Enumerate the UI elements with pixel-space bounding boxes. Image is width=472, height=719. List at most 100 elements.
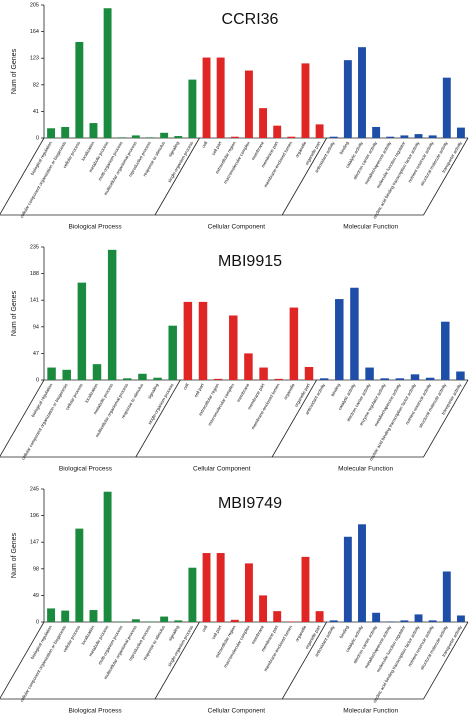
x-tick-label: cell: [201, 141, 209, 149]
y-tick-label: 164: [30, 29, 39, 35]
bar: [107, 249, 117, 380]
y-axis-label: Num of Genes: [11, 532, 18, 578]
x-tick-label: membrane: [250, 624, 265, 645]
x-tick-label: binding: [338, 140, 350, 155]
y-tick-label: 188: [30, 271, 39, 277]
bar: [47, 128, 56, 138]
bar: [442, 77, 451, 138]
bar: [117, 137, 126, 138]
bar: [47, 367, 56, 380]
y-tick-label: 98: [33, 566, 39, 572]
x-tick-label: organelle: [283, 382, 296, 400]
y-tick-label: 245: [30, 486, 39, 492]
bar: [146, 621, 154, 622]
bar: [75, 528, 84, 622]
bar: [160, 132, 169, 138]
bar: [304, 366, 314, 380]
group-label: Biological Process: [59, 466, 113, 473]
bar: [343, 60, 352, 138]
group-separator: [271, 379, 317, 458]
chart-title: MBI9915: [218, 253, 282, 270]
bar: [244, 563, 253, 622]
bar: [274, 378, 283, 380]
x-tick-label: binding: [330, 382, 342, 397]
x-tick-label: single-organism process: [167, 141, 195, 184]
bar: [117, 621, 126, 622]
bar: [47, 608, 56, 622]
y-tick-label: 196: [30, 513, 39, 519]
x-tick-label: signaling: [147, 382, 160, 400]
bar: [230, 619, 239, 622]
y-axis-label: Num of Genes: [11, 290, 18, 336]
bar: [372, 612, 381, 622]
group-separator: [0, 621, 45, 700]
bar: [174, 136, 183, 138]
y-tick-label: 205: [30, 2, 39, 8]
bar: [75, 41, 84, 139]
bar: [61, 610, 70, 622]
group-separator: [154, 137, 200, 216]
bar: [365, 367, 374, 380]
x-tick-label: membrane: [236, 382, 251, 403]
y-axis-label: Num of Genes: [11, 48, 18, 94]
bar: [456, 615, 465, 622]
bar: [380, 378, 389, 380]
y-tick-label: 147: [30, 540, 39, 546]
group-label: Cellular Component: [208, 708, 266, 715]
group-separator: [154, 621, 200, 700]
group-separator: [281, 621, 328, 700]
bar: [202, 553, 211, 622]
bar: [92, 364, 102, 380]
bar: [259, 595, 268, 622]
bar: [386, 621, 395, 622]
bar: [400, 135, 409, 138]
group-separator: [135, 379, 181, 458]
x-tick-label: localization: [80, 140, 95, 161]
bar: [216, 553, 225, 622]
x-tick-label: macromolecular complex: [223, 624, 252, 669]
y-tick-label: 41: [33, 109, 39, 115]
bar: [213, 378, 223, 380]
x-tick-label: cell: [201, 625, 209, 633]
bar: [414, 614, 423, 622]
y-tick-label: 94: [33, 324, 39, 330]
bar: [441, 321, 450, 380]
y-tick-label: 123: [30, 56, 39, 62]
bar: [89, 123, 98, 138]
bar: [123, 378, 132, 380]
bar: [183, 301, 193, 380]
x-tick-label: cell part: [211, 624, 223, 640]
bar: [138, 373, 147, 380]
bar: [329, 620, 338, 622]
bar: [301, 63, 310, 138]
bar: [103, 8, 112, 139]
group-separator: [0, 137, 45, 216]
bar: [350, 287, 359, 380]
bar: [335, 299, 344, 380]
x-tick-label: cell part: [193, 382, 205, 398]
x-tick-label: cell part: [211, 140, 223, 156]
bar: [244, 353, 253, 380]
y-tick-label: 141: [30, 298, 39, 304]
x-tick-label: metallochaperone activity: [373, 382, 402, 427]
group-label: Molecular Function: [343, 708, 398, 715]
bar: [301, 556, 310, 622]
y-tick-label: 0: [36, 377, 39, 383]
bar: [319, 378, 329, 380]
bar: [198, 301, 208, 380]
bar: [216, 57, 225, 138]
y-tick-label: 0: [36, 619, 39, 625]
bar: [174, 620, 183, 622]
bar: [61, 126, 70, 138]
chart-title: MBI9749: [218, 495, 282, 512]
group-frame: [0, 621, 469, 700]
bar: [428, 620, 437, 622]
bar: [358, 524, 366, 622]
x-tick-label: membrane-enclosed lumen: [263, 140, 294, 188]
bar: [273, 125, 282, 138]
bar: [442, 571, 451, 622]
bar: [410, 374, 420, 380]
bar: [202, 57, 211, 138]
bar: [229, 315, 238, 380]
y-tick-label: 47: [33, 351, 39, 357]
